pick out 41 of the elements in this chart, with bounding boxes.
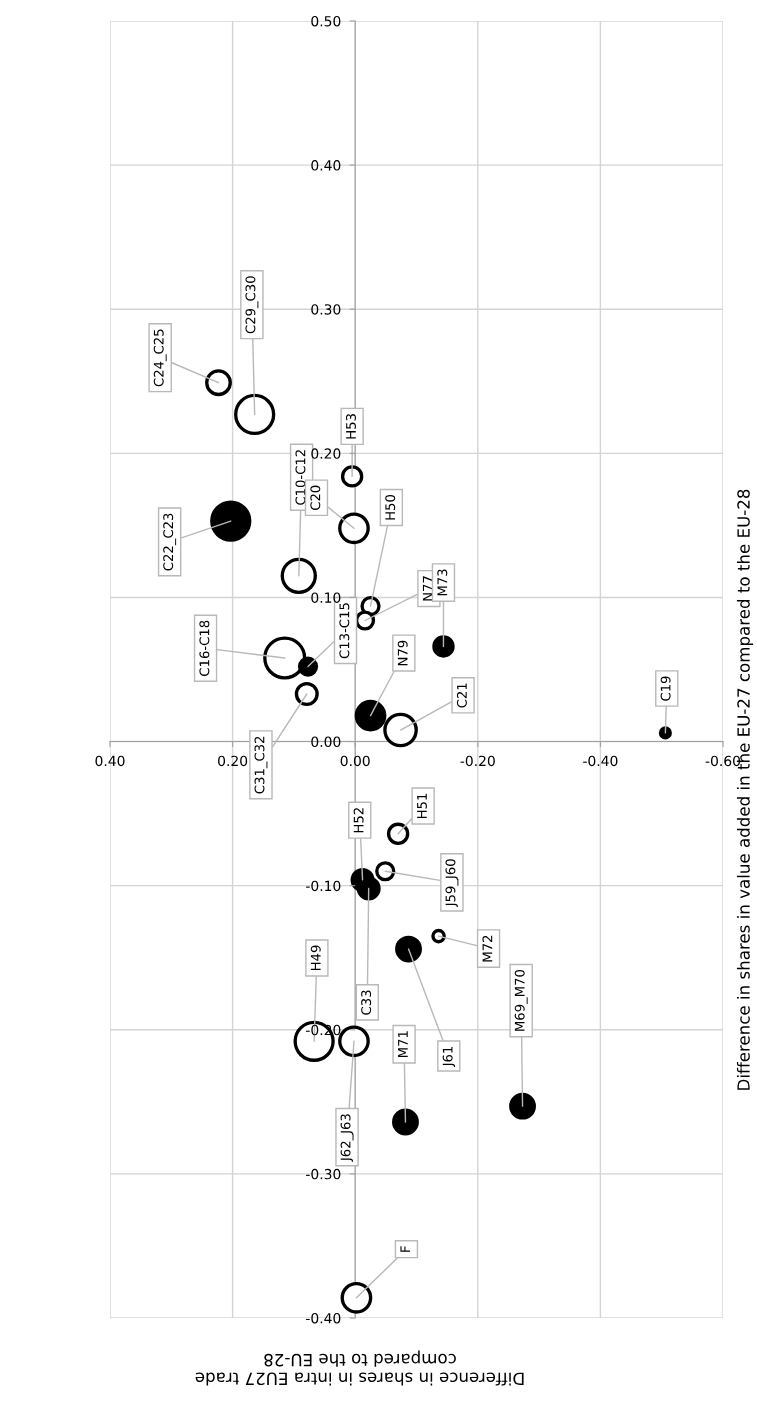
x-tick-label: 0.00: [340, 755, 370, 767]
data-label: C29_C30: [245, 276, 259, 334]
data-label: N79: [397, 640, 408, 666]
data-label: C21: [456, 683, 467, 708]
data-label: M72: [482, 935, 493, 962]
y-tick-label: -0.10: [306, 880, 341, 892]
data-label: H50: [385, 495, 396, 520]
data-label: C22_C23: [163, 513, 177, 571]
data-label: M71: [398, 1031, 408, 1058]
data-label: C19: [660, 676, 671, 701]
y-tick-label: 0.50: [311, 15, 341, 27]
y-tick-label: 0.10: [311, 592, 341, 603]
data-label: C16-C18: [199, 620, 210, 676]
x-axis-title: Difference in shares in intra EU27 trade compared to the EU-28: [195, 1350, 524, 1386]
data-label: J59_J60: [445, 859, 459, 908]
y-tick-label: 0.00: [311, 736, 341, 748]
y-tick-label: -0.40: [306, 1312, 341, 1324]
data-label: M69_M70: [514, 970, 528, 1031]
data-label: H53: [345, 414, 356, 439]
y-tick-label: 0.20: [311, 448, 341, 459]
data-label: C20: [310, 485, 321, 510]
data-label: C10-C12: [295, 450, 306, 505]
y-tick-label: 0.30: [311, 304, 341, 315]
data-label: H52: [353, 808, 364, 833]
data-label: H51: [417, 793, 427, 819]
data-label: F: [400, 1246, 411, 1252]
y-tick-label: -0.30: [306, 1168, 341, 1180]
data-label: C31_C32: [254, 736, 268, 794]
data-label: J61: [442, 1046, 456, 1068]
x-tick-label: 0.20: [218, 755, 248, 767]
x-tick-label: 0.40: [95, 755, 125, 767]
data-label: C24_C25: [153, 329, 167, 387]
data-label: C13-C15: [339, 603, 350, 659]
x-tick-label: -0.20: [460, 755, 495, 767]
data-label: J62_J63: [340, 1114, 354, 1162]
x-tick-label: -0.40: [583, 755, 618, 767]
data-label: N77: [422, 576, 433, 601]
y-tick-label: 0.40: [311, 160, 341, 171]
data-label: M73: [437, 569, 448, 596]
data-label: C33: [361, 990, 372, 1015]
data-label: H49: [310, 945, 321, 971]
